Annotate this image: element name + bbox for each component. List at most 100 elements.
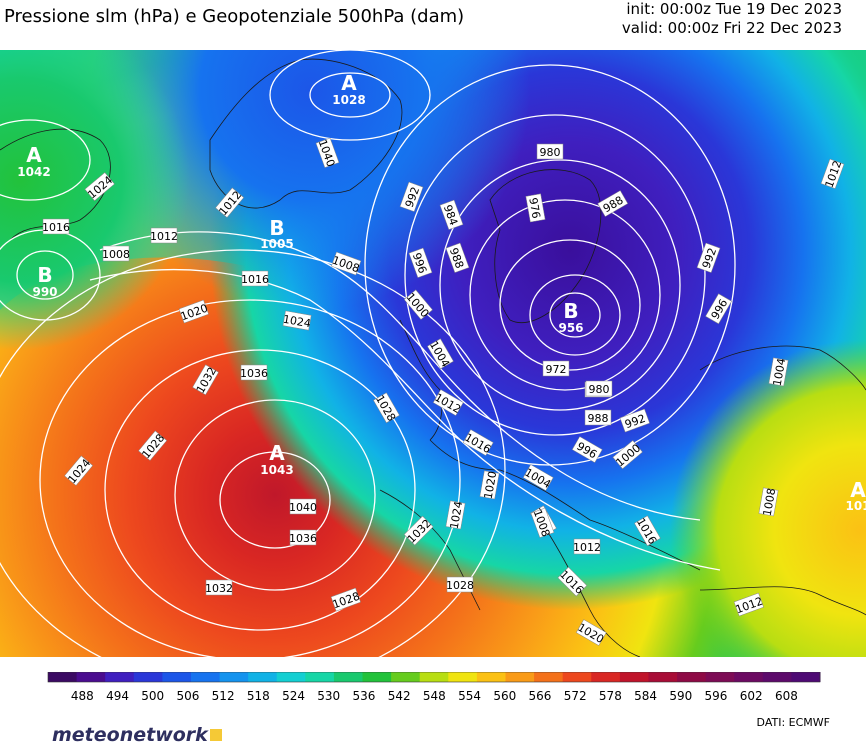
colorbar-swatch bbox=[562, 672, 592, 682]
colorbar-swatch bbox=[791, 672, 821, 682]
colorbar-swatch bbox=[48, 672, 78, 682]
svg-text:B: B bbox=[269, 216, 284, 240]
colorbar-swatch bbox=[476, 672, 506, 682]
high-center: A 101 bbox=[845, 478, 866, 513]
svg-text:A: A bbox=[26, 143, 42, 167]
isobar-label: 1012 bbox=[150, 230, 178, 243]
colorbar-swatch bbox=[505, 672, 535, 682]
colorbar-tick-label: 506 bbox=[176, 689, 199, 703]
isobar-label: 1036 bbox=[240, 367, 268, 380]
colorbar-tick-label: 530 bbox=[317, 689, 340, 703]
colorbar-swatch bbox=[133, 672, 163, 682]
colorbar-swatch bbox=[190, 672, 221, 682]
colorbar-swatch bbox=[705, 672, 735, 682]
colorbar-tick-label: 536 bbox=[352, 689, 375, 703]
high-center: A 1043 bbox=[260, 441, 293, 477]
isobar-label: 988 bbox=[588, 412, 609, 425]
isobar-label: 1008 bbox=[102, 248, 130, 261]
colorbar-swatch bbox=[105, 672, 135, 682]
isobar-labels: 980 980 992 984 976 988 988 996 992 1000… bbox=[42, 137, 844, 646]
init-time: init: 00:00z Tue 19 Dec 2023 bbox=[626, 0, 842, 18]
isobar-label: 1004 bbox=[771, 357, 789, 387]
colorbar-tick-label: 512 bbox=[212, 689, 235, 703]
map-title: Pressione slm (hPa) e Geopotenziale 500h… bbox=[4, 6, 465, 27]
colorbar-swatch bbox=[677, 672, 707, 682]
colorbar-swatch bbox=[333, 672, 364, 682]
low-center: B 990 bbox=[32, 263, 57, 299]
svg-text:B: B bbox=[563, 299, 578, 323]
colorbar-tick-label: 596 bbox=[705, 689, 728, 703]
isobar-label: 1012 bbox=[573, 541, 601, 554]
isobar-label: 1036 bbox=[289, 532, 317, 545]
colorbar-tick-label: 560 bbox=[493, 689, 516, 703]
svg-text:101: 101 bbox=[845, 499, 866, 513]
colorbar-outline bbox=[47, 672, 821, 683]
colorbar-swatch bbox=[305, 672, 335, 682]
colorbar-tick-label: 572 bbox=[564, 689, 587, 703]
svg-text:B: B bbox=[37, 263, 52, 287]
pressure-centers: A 1028 A 1042 B 1005 B 990 B 956 A 1043 … bbox=[17, 71, 866, 513]
colorbar-swatch bbox=[448, 672, 478, 682]
svg-text:1028: 1028 bbox=[332, 93, 365, 107]
colorbar-tick-label: 566 bbox=[529, 689, 552, 703]
colorbar-swatch bbox=[391, 672, 421, 682]
svg-text:A: A bbox=[269, 441, 285, 465]
svg-text:1005: 1005 bbox=[260, 237, 293, 251]
colorbar-swatch bbox=[734, 672, 764, 682]
isobar-label: 980 bbox=[589, 383, 610, 396]
colorbar-tick-label: 524 bbox=[282, 689, 305, 703]
colorbar-swatch bbox=[76, 672, 106, 682]
isobar-label: 972 bbox=[546, 363, 567, 376]
colorbar-swatch bbox=[591, 672, 621, 682]
colorbar-swatch bbox=[419, 672, 449, 682]
isobar-label: 1016 bbox=[42, 221, 70, 234]
isobar-label: 980 bbox=[540, 146, 561, 159]
svg-text:990: 990 bbox=[32, 285, 57, 299]
colorbar-tick-label: 488 bbox=[71, 689, 94, 703]
colorbar-tick-label: 542 bbox=[388, 689, 411, 703]
isobar-label: 1008 bbox=[761, 487, 779, 517]
brand-logo: meteonetwork bbox=[52, 724, 222, 746]
svg-text:1042: 1042 bbox=[17, 165, 50, 179]
colorbar-tick-label: 590 bbox=[669, 689, 692, 703]
colorbar-swatch bbox=[362, 672, 392, 682]
colorbar-swatch bbox=[248, 672, 278, 682]
svg-text:A: A bbox=[850, 478, 866, 502]
isobar-label: 1024 bbox=[448, 500, 466, 530]
low-center: B 1005 bbox=[260, 216, 293, 251]
svg-text:1043: 1043 bbox=[260, 463, 293, 477]
colorbar-tick-label: 518 bbox=[247, 689, 270, 703]
isobar-label: 1028 bbox=[446, 579, 474, 592]
colorbar-tick-label: 500 bbox=[141, 689, 164, 703]
isobar-label: 1032 bbox=[205, 582, 233, 595]
colorbar-tick-label: 494 bbox=[106, 689, 129, 703]
isobar-label: 1020 bbox=[482, 470, 500, 500]
colorbar-swatch bbox=[648, 672, 678, 682]
brand-square-icon bbox=[209, 729, 222, 741]
colorbar-tick-label: 578 bbox=[599, 689, 622, 703]
colorbar-swatch bbox=[162, 672, 192, 682]
colorbar-tick-label: 548 bbox=[423, 689, 446, 703]
colorbar: 488 494 500 506 512 518 524 530 536 542 548 554 560 5… bbox=[47, 672, 821, 703]
isobar-label: 1040 bbox=[289, 501, 317, 514]
colorbar-tick-label: 584 bbox=[634, 689, 657, 703]
low-center: B 956 bbox=[558, 299, 583, 335]
colorbar-swatch bbox=[276, 672, 306, 682]
svg-text:956: 956 bbox=[558, 321, 583, 335]
weather-map: 980 980 992 984 976 988 988 996 992 1000… bbox=[0, 50, 866, 657]
high-center: A 1042 bbox=[17, 143, 50, 179]
svg-text:A: A bbox=[341, 71, 357, 95]
colorbar-ticks: 488 494 500 506 512 518 524 530 536 542 548 554 560 5… bbox=[71, 689, 798, 703]
high-center: A 1028 bbox=[332, 71, 365, 107]
valid-time: valid: 00:00z Fri 22 Dec 2023 bbox=[621, 19, 842, 37]
coastlines bbox=[0, 58, 866, 657]
colorbar-tick-label: 608 bbox=[775, 689, 798, 703]
colorbar-swatch bbox=[534, 672, 564, 682]
isobar-label: 1016 bbox=[241, 273, 269, 286]
colorbar-swatch bbox=[619, 672, 649, 682]
isobar-label: 976 bbox=[526, 197, 542, 220]
data-source: DATI: ECMWF bbox=[756, 716, 830, 729]
colorbar-swatch bbox=[219, 672, 249, 682]
colorbar-tick-label: 602 bbox=[740, 689, 763, 703]
colorbar-tick-label: 554 bbox=[458, 689, 481, 703]
